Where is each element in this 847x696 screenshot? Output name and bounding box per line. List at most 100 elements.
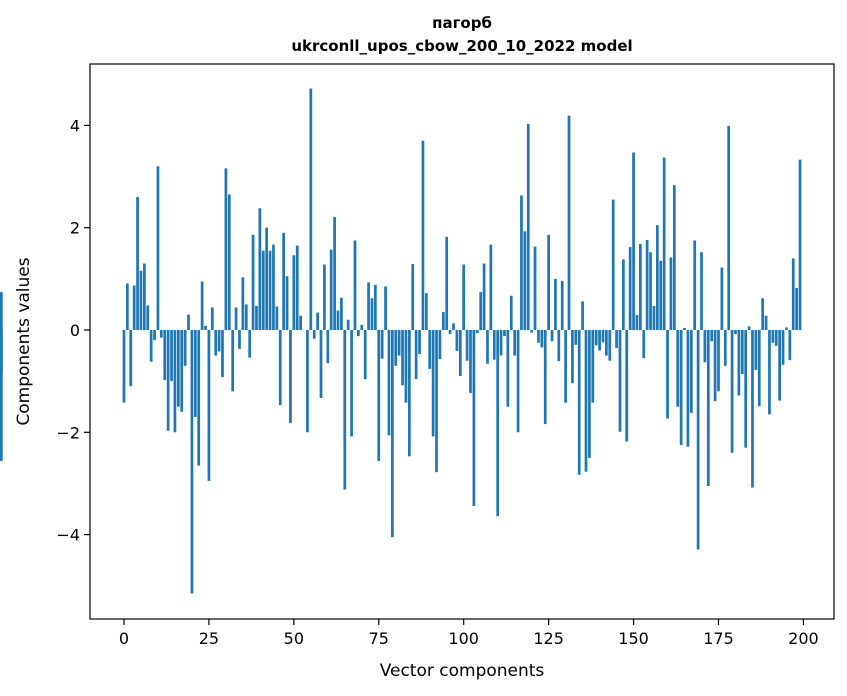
bar-106: [482, 263, 486, 330]
bar-196: [788, 329, 792, 361]
bar-101: [465, 329, 469, 361]
bar-30: [224, 168, 228, 330]
bar-197: [791, 258, 795, 330]
bar-56: [312, 329, 316, 339]
bar-19: [187, 314, 190, 330]
bar-21: [193, 329, 197, 417]
bar-153: [642, 329, 646, 359]
bar-194: [781, 329, 785, 365]
bar-31: [227, 194, 231, 330]
bar-12: [163, 329, 167, 381]
bar-51: [295, 245, 299, 330]
bar-33: [234, 307, 238, 330]
bar-162: [672, 185, 676, 330]
bar-70: [360, 324, 364, 330]
bar-104: [475, 329, 479, 334]
bar-124: [543, 329, 547, 425]
bar-92: [435, 329, 438, 473]
bar-141: [601, 329, 605, 343]
bar-139: [594, 329, 598, 346]
bar-88: [421, 140, 425, 330]
bar-2: [129, 329, 133, 387]
bar-15: [173, 329, 177, 433]
bar-191: [771, 329, 775, 343]
bar-180: [734, 329, 737, 335]
bar-10: [156, 166, 160, 330]
bar-57: [316, 312, 319, 330]
bar-151: [635, 315, 639, 330]
bar-103: [472, 329, 476, 506]
bar-11: [159, 329, 163, 338]
bar-132: [571, 329, 574, 384]
bar-123: [540, 329, 544, 348]
bar-20: [190, 329, 194, 594]
bar-186: [754, 329, 758, 370]
bar-8: [149, 329, 153, 362]
bar-119: [526, 123, 530, 330]
bar-3: [132, 285, 136, 330]
bar-34: [238, 329, 241, 349]
bar-108: [489, 244, 493, 330]
bar-169: [696, 329, 700, 550]
bar-55: [309, 88, 313, 330]
bar-44: [272, 244, 275, 330]
y-tick-label: −2: [56, 423, 80, 442]
bar-134: [577, 329, 581, 475]
bar-85: [411, 264, 415, 330]
bar-54: [306, 329, 309, 433]
bar-46: [278, 329, 282, 406]
bar-130: [564, 329, 567, 403]
bar-82: [401, 329, 404, 386]
bar-17: [180, 329, 184, 412]
bar-41: [261, 250, 265, 330]
bar-18: [183, 329, 187, 366]
bar-114: [509, 295, 513, 330]
bar-133: [574, 329, 578, 345]
bar-77: [384, 286, 387, 330]
bar-52: [299, 315, 302, 330]
bar-71: [363, 329, 367, 380]
bar-177: [723, 329, 727, 366]
x-tick-label: 200: [788, 629, 819, 648]
bar-1: [126, 283, 129, 330]
bar-145: [615, 329, 618, 348]
bar-25: [207, 329, 211, 481]
bar-24: [204, 325, 207, 330]
bar-140: [598, 329, 601, 351]
bar-27: [214, 329, 218, 356]
bar-117: [520, 195, 523, 330]
bar-199: [798, 159, 802, 330]
bar-144: [611, 199, 615, 330]
bar-96: [448, 329, 452, 335]
bar-62: [333, 216, 336, 330]
bar-93: [438, 329, 442, 360]
bar-84: [407, 329, 411, 457]
bar-176: [720, 267, 724, 330]
bar-198: [795, 288, 798, 330]
x-tick-label: 0: [119, 629, 129, 648]
bars-group: [0, 88, 802, 594]
bar-160: [666, 329, 669, 419]
bar-137: [588, 329, 591, 458]
bar-158: [659, 260, 663, 330]
bar-115: [513, 329, 517, 356]
bar-189: [764, 315, 768, 330]
bar-86: [414, 329, 418, 380]
bar-90: [428, 329, 432, 369]
bar-125: [547, 234, 550, 330]
bar-127: [554, 278, 557, 330]
bar-181: [737, 329, 741, 396]
y-tick-label: 2: [70, 219, 80, 238]
bar-49: [289, 329, 292, 424]
bar-113: [506, 329, 510, 407]
plot-area-frame: [89, 63, 835, 620]
bar-148: [625, 329, 629, 442]
bar-116: [516, 329, 520, 433]
bar-112: [503, 329, 506, 337]
bar-91: [431, 329, 435, 437]
bar-94: [441, 312, 445, 330]
bar-47: [282, 232, 285, 330]
bar-168: [693, 240, 697, 330]
bar-184: [747, 326, 751, 330]
